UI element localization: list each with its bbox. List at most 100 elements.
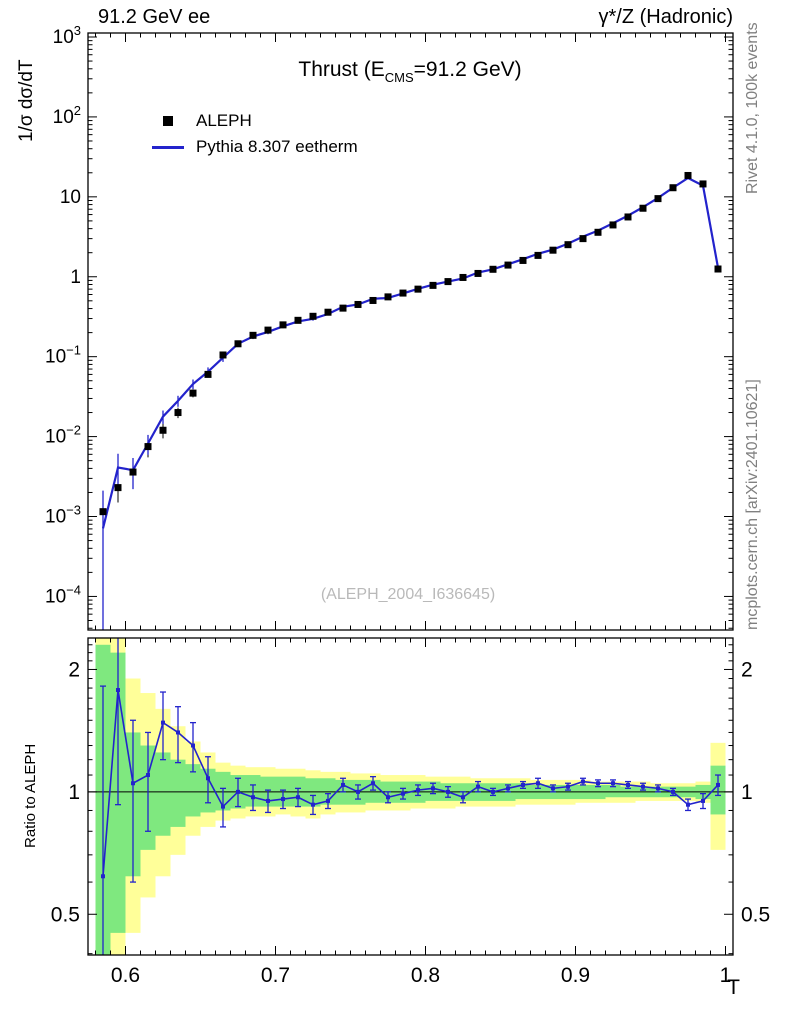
data-marker xyxy=(609,221,617,229)
tspan-shape: −1 xyxy=(66,343,81,358)
data-marker xyxy=(489,265,497,273)
data-marker xyxy=(204,370,212,378)
ratio-mc-marker xyxy=(581,779,585,784)
ratio-mc-marker xyxy=(596,781,600,786)
ratio-y-axis-label: Ratio to ALEPH xyxy=(22,743,39,848)
plot-title: Thrust (ECMS=91.2 GeV) xyxy=(298,58,521,85)
ratio-mc-marker xyxy=(536,781,540,786)
ratio-mc-marker xyxy=(431,786,435,791)
header-process-label: γ*/Z (Hadronic) xyxy=(598,6,733,28)
tspan-shape: 1 xyxy=(70,267,81,288)
y-tick-label: 102 xyxy=(53,103,81,128)
ratio-mc-marker xyxy=(266,798,270,803)
ratio-band-inner xyxy=(515,783,531,800)
ratio-mc-marker xyxy=(341,782,345,787)
ratio-mc-marker xyxy=(566,784,570,789)
data-marker xyxy=(699,180,707,188)
ratio-mc-marker xyxy=(626,782,630,787)
ratio-band-inner xyxy=(305,778,321,807)
ratio-mc-marker xyxy=(251,795,255,800)
data-marker xyxy=(354,300,362,308)
data-marker xyxy=(519,256,527,264)
data-marker xyxy=(129,468,137,476)
y-tick-label: 1 xyxy=(70,267,81,288)
ratio-mc-marker xyxy=(101,874,105,879)
ratio-mc-marker xyxy=(326,798,330,803)
tspan-shape: 10 xyxy=(45,507,66,528)
ratio-mc-marker xyxy=(116,688,120,693)
data-marker xyxy=(99,508,107,516)
ratio-tick-label-right: 1 xyxy=(741,781,753,804)
ratio-mc-marker xyxy=(416,788,420,793)
ratio-series xyxy=(100,638,721,955)
ratio-mc-marker xyxy=(641,784,645,789)
data-marker xyxy=(369,296,377,304)
data-marker xyxy=(639,204,647,212)
legend-data-marker-cell xyxy=(148,116,188,126)
ratio-mc-marker xyxy=(221,804,225,809)
tspan-shape: −2 xyxy=(66,423,81,438)
data-marker xyxy=(249,331,257,339)
data-square-marker-icon xyxy=(163,116,173,126)
ratio-mc-marker xyxy=(386,795,390,800)
data-marker xyxy=(339,304,347,312)
ratio-mc-marker xyxy=(296,795,300,800)
ratio-mc-marker xyxy=(236,789,240,794)
ratio-band-inner xyxy=(170,759,186,827)
y-axis-label: 1/σ dσ/dT xyxy=(16,59,37,142)
ratio-mc-marker xyxy=(356,789,360,794)
tspan-shape: −3 xyxy=(66,503,81,518)
data-marker xyxy=(114,484,122,492)
data-marker xyxy=(624,213,632,221)
mcplots-credit-label: mcplots.cern.ch [arXiv:2401.10621] xyxy=(744,379,761,630)
axis-ticks xyxy=(88,33,733,955)
tspan-shape: 10 xyxy=(45,586,66,607)
ratio-mc-marker xyxy=(176,730,180,735)
rivet-version-label: Rivet 4.1.0, 100k events xyxy=(744,22,761,194)
ratio-mc-marker xyxy=(281,797,285,802)
data-marker xyxy=(534,251,542,259)
ratio-mc-marker xyxy=(551,786,555,791)
data-marker xyxy=(654,195,662,203)
data-marker xyxy=(429,281,437,289)
data-marker xyxy=(189,389,197,397)
data-marker xyxy=(399,289,407,297)
tspan-shape: 10 xyxy=(45,347,66,368)
x-tick-label: 0.8 xyxy=(411,964,440,987)
ratio-mc-marker xyxy=(161,720,165,725)
legend-row-data: ALEPH xyxy=(148,111,358,130)
data-marker xyxy=(144,443,152,451)
x-tick-label: 0.6 xyxy=(111,964,140,987)
mc-line xyxy=(101,176,720,529)
data-marker xyxy=(234,340,242,348)
data-marker xyxy=(264,326,272,334)
ratio-band-inner xyxy=(155,752,171,836)
legend: ALEPH Pythia 8.307 eetherm xyxy=(148,111,358,156)
data-marker xyxy=(294,316,302,324)
ratio-mc-marker xyxy=(686,802,690,807)
data-marker xyxy=(474,269,482,277)
x-tick-label: 1 xyxy=(720,964,732,987)
analysis-id-watermark: (ALEPH_2004_I636645) xyxy=(320,586,496,603)
ratio-mc-marker xyxy=(371,781,375,786)
ratio-mc-marker xyxy=(716,782,720,787)
ratio-mc-marker xyxy=(146,773,150,778)
ratio-mc-marker xyxy=(521,782,525,787)
data-marker xyxy=(219,351,227,359)
x-tick-label: 0.9 xyxy=(561,964,590,987)
plot-title-sub: CMS xyxy=(384,70,414,85)
data-marker xyxy=(174,409,182,417)
ratio-tick-label-left: 0.5 xyxy=(51,903,80,926)
ratio-tick-label-left: 2 xyxy=(68,658,80,681)
data-marker xyxy=(309,312,317,320)
plot-title-post: =91.2 GeV) xyxy=(413,58,522,81)
main-series xyxy=(99,171,722,630)
ratio-mc-marker xyxy=(506,786,510,791)
data-marker xyxy=(549,246,557,254)
data-marker xyxy=(279,321,287,329)
data-marker xyxy=(594,228,602,236)
data-marker xyxy=(714,265,722,273)
